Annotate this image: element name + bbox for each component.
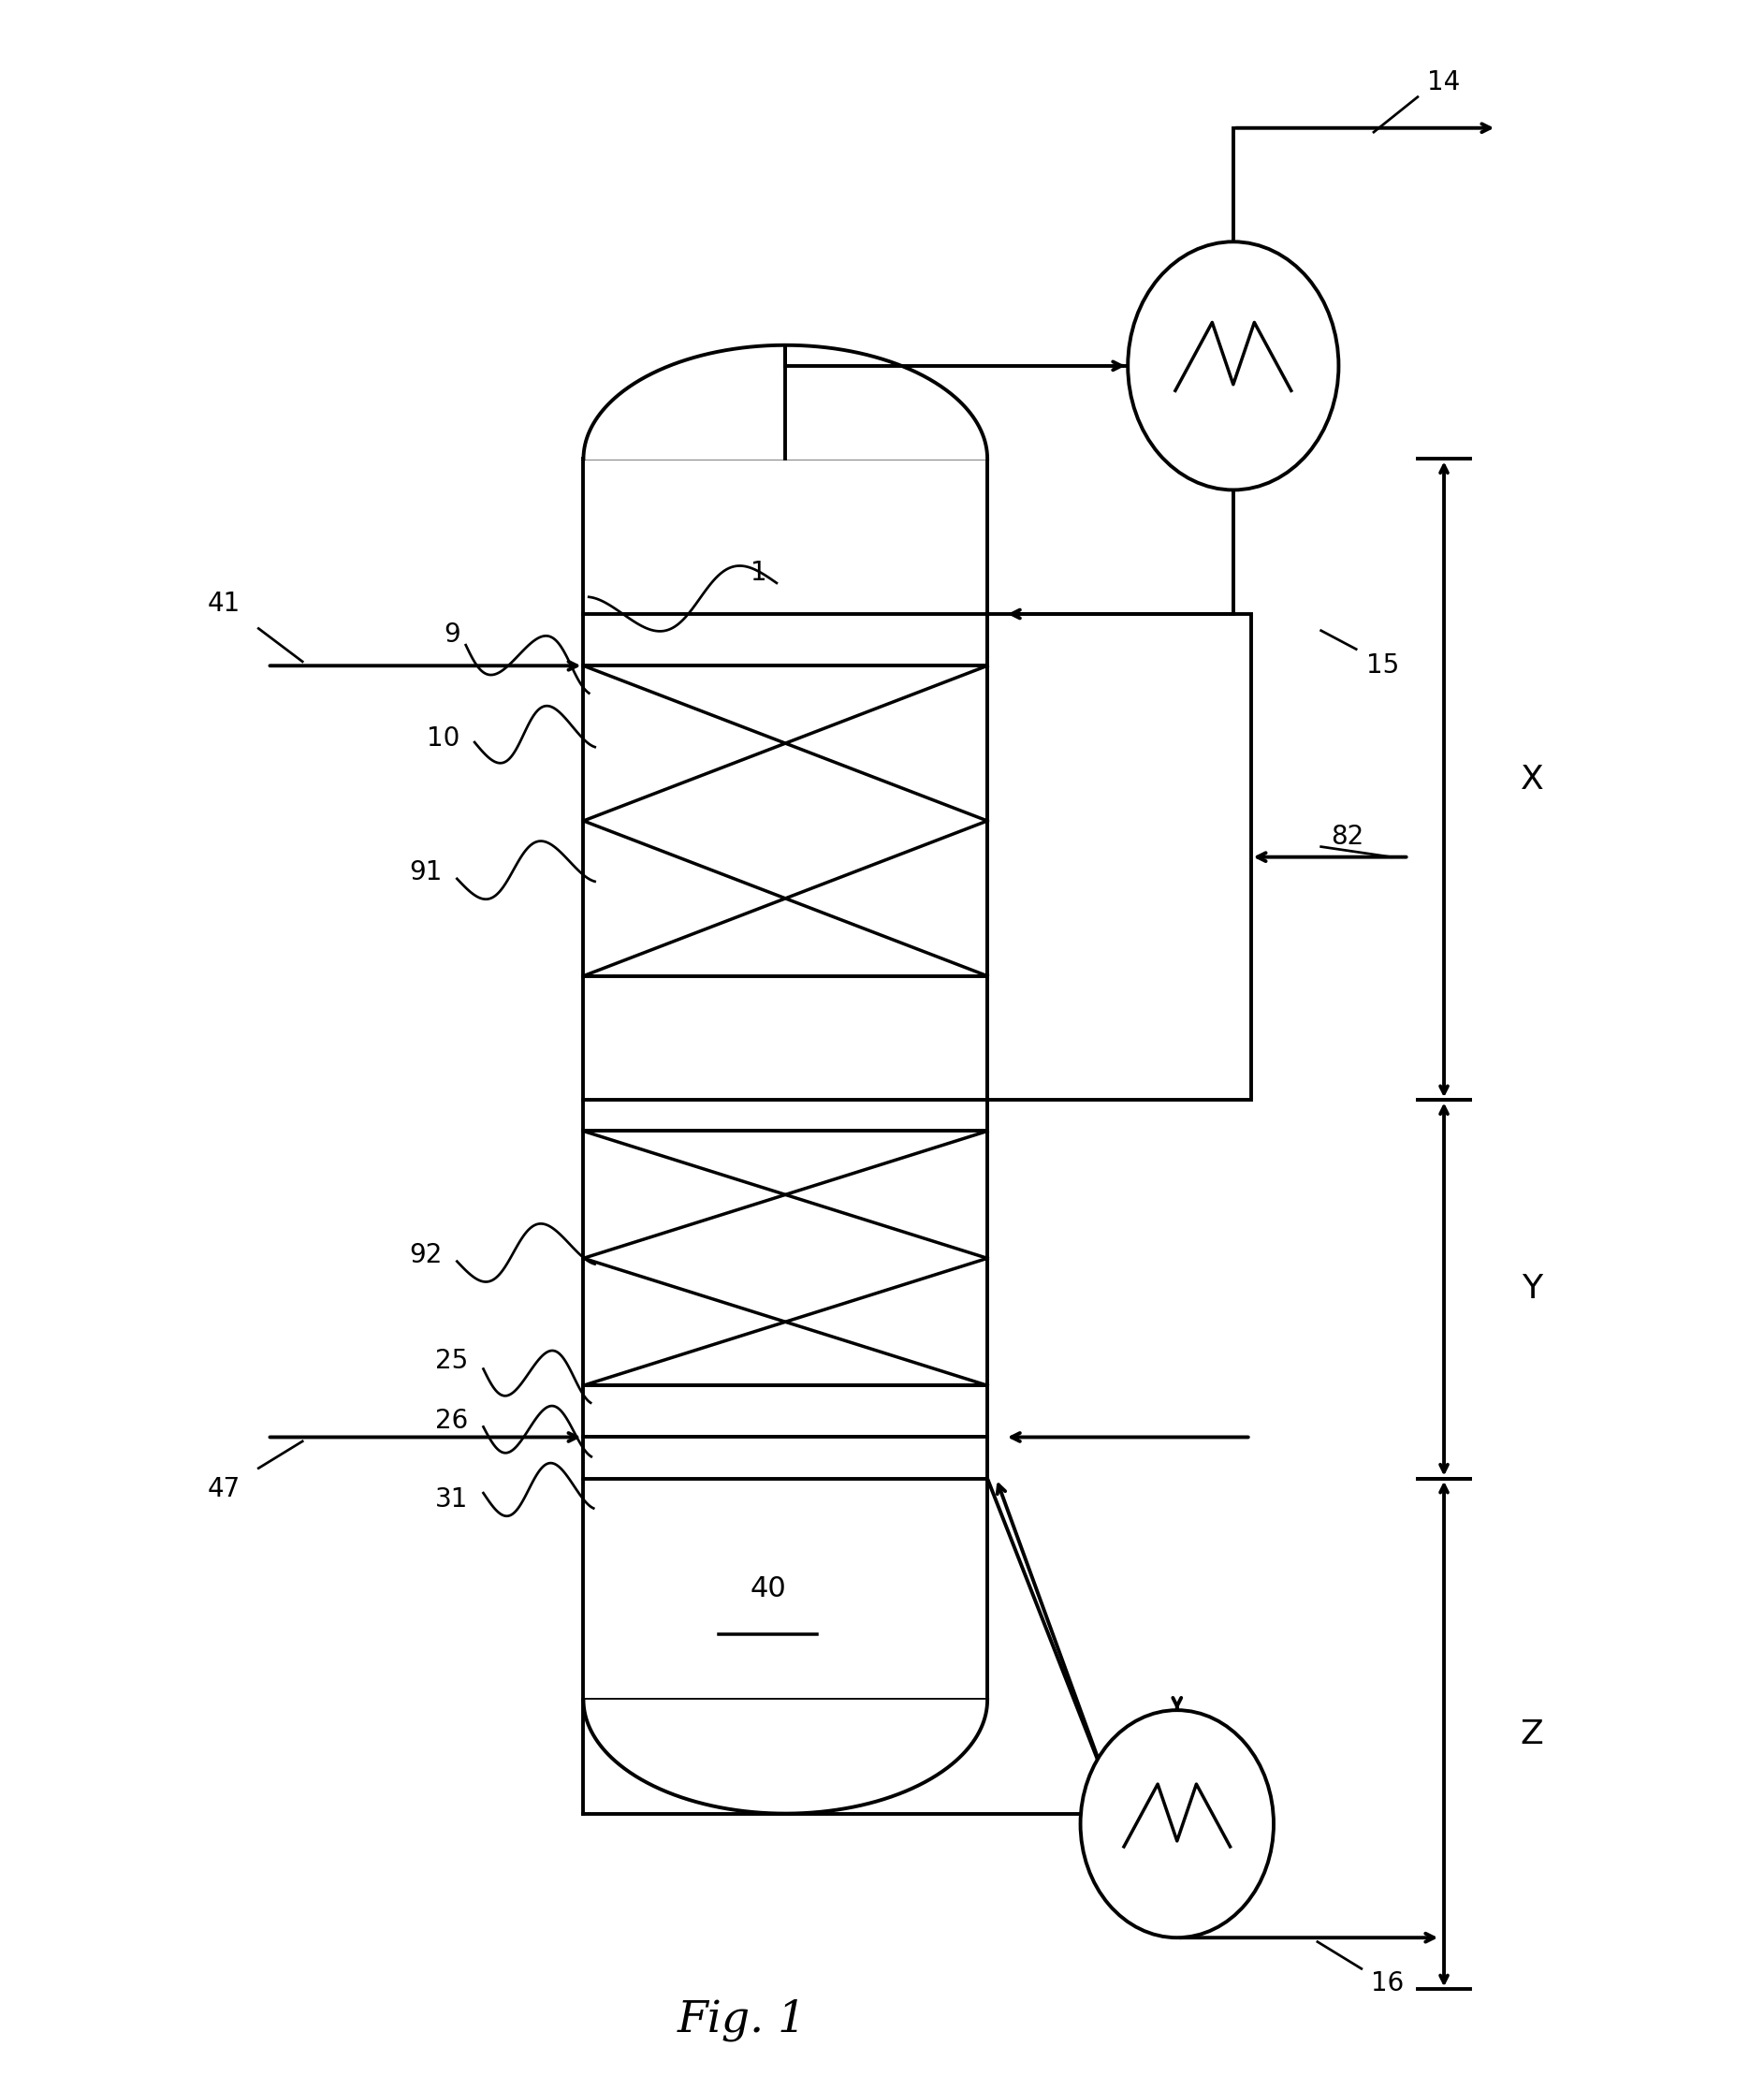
Text: X: X <box>1521 764 1544 795</box>
Circle shape <box>1127 241 1339 490</box>
Text: 16: 16 <box>1371 1970 1404 1997</box>
Text: 1: 1 <box>751 561 767 585</box>
Circle shape <box>1081 1711 1274 1937</box>
Text: 91: 91 <box>409 859 443 886</box>
Text: 41: 41 <box>206 590 240 617</box>
Text: 47: 47 <box>206 1476 240 1501</box>
Text: 92: 92 <box>409 1241 443 1268</box>
Text: 82: 82 <box>1330 824 1364 849</box>
Text: 14: 14 <box>1427 69 1461 95</box>
Text: Fig. 1: Fig. 1 <box>677 1999 806 2041</box>
Text: 40: 40 <box>750 1576 787 1603</box>
Bar <box>988 614 1251 1100</box>
Text: Z: Z <box>1521 1719 1544 1750</box>
Text: 9: 9 <box>443 621 460 648</box>
Text: 15: 15 <box>1365 652 1399 679</box>
Text: 10: 10 <box>427 725 459 752</box>
Text: 25: 25 <box>436 1347 467 1374</box>
Text: 26: 26 <box>436 1408 467 1435</box>
Bar <box>584 459 988 1700</box>
Text: Y: Y <box>1521 1273 1542 1306</box>
Text: 31: 31 <box>436 1486 467 1511</box>
